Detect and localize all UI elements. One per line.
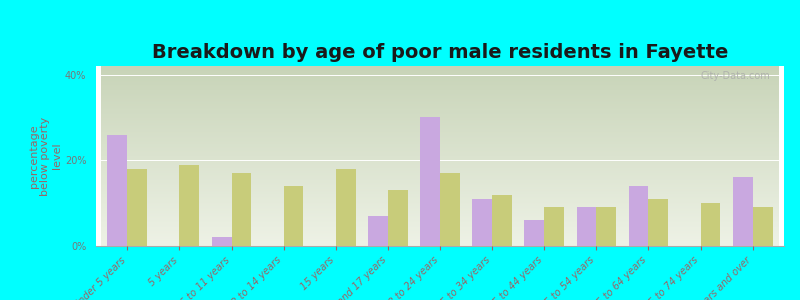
Bar bbox=[368, 216, 388, 246]
Bar bbox=[753, 207, 773, 246]
Bar bbox=[127, 169, 147, 246]
Bar bbox=[336, 169, 355, 246]
Bar bbox=[231, 173, 251, 246]
Bar bbox=[649, 199, 668, 246]
Bar bbox=[179, 165, 199, 246]
Bar bbox=[212, 237, 231, 246]
Bar bbox=[733, 177, 753, 246]
Bar bbox=[388, 190, 408, 246]
Bar bbox=[629, 186, 649, 246]
Y-axis label: percentage
below poverty
level: percentage below poverty level bbox=[29, 116, 62, 196]
Bar bbox=[596, 207, 616, 246]
Bar bbox=[525, 220, 544, 246]
Bar bbox=[492, 195, 512, 246]
Title: Breakdown by age of poor male residents in Fayette: Breakdown by age of poor male residents … bbox=[152, 43, 728, 62]
Bar bbox=[701, 203, 721, 246]
Bar bbox=[420, 117, 440, 246]
Bar bbox=[284, 186, 303, 246]
Text: City-Data.com: City-Data.com bbox=[701, 71, 770, 81]
Bar bbox=[577, 207, 596, 246]
Bar bbox=[107, 135, 127, 246]
Bar bbox=[472, 199, 492, 246]
Bar bbox=[544, 207, 564, 246]
Bar bbox=[440, 173, 460, 246]
